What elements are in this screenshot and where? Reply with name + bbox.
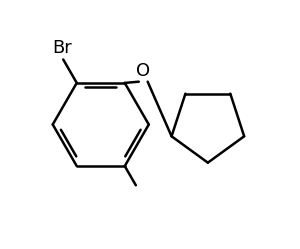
Text: Br: Br <box>52 40 72 58</box>
Text: O: O <box>136 62 150 80</box>
